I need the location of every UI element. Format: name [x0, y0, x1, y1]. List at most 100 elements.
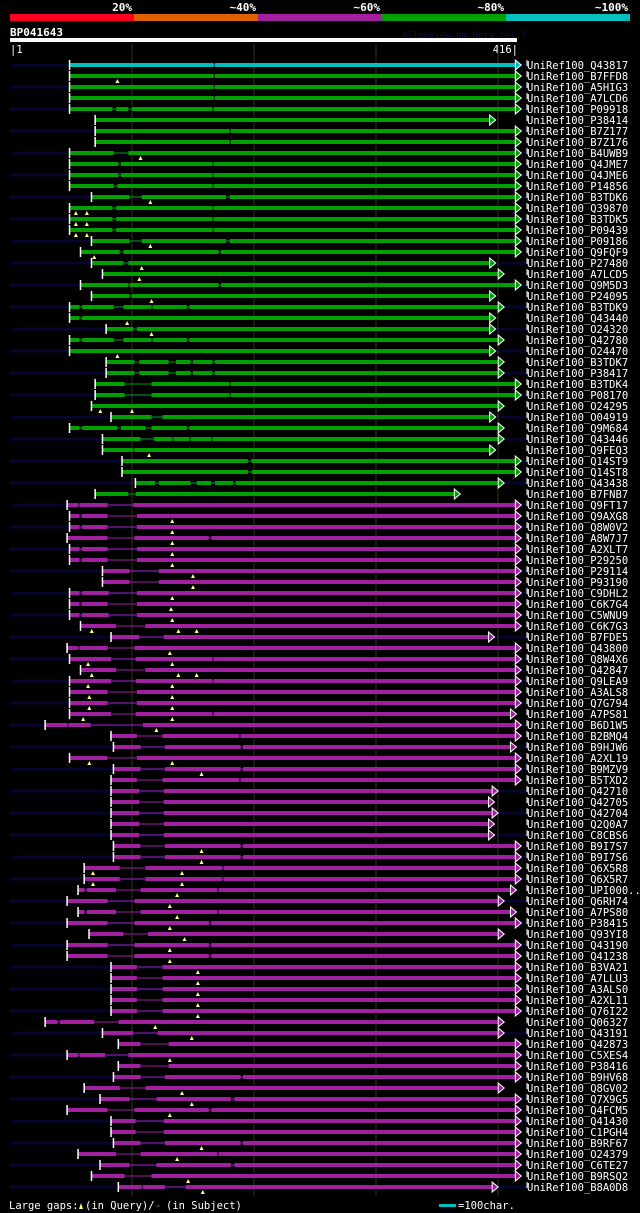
subject-label[interactable]: UniRef100_Q9FT17: [527, 500, 628, 512]
alignment-row[interactable]: UniRef100_A2XL19: [68, 751, 628, 765]
subject-label[interactable]: UniRef100_Q8W0V2: [527, 522, 628, 534]
subject-label[interactable]: UniRef100_B3TDK7: [527, 357, 628, 369]
subject-label[interactable]: UniRef100_Q43440: [527, 313, 628, 325]
alignment-row[interactable]: UniRef100_Q43191: [101, 1026, 628, 1040]
alignment-row[interactable]: UniRef100_B9RSQ2: [90, 1169, 628, 1183]
alignment-row[interactable]: UniRef100_P38415: [66, 916, 628, 930]
alignment-row[interactable]: UniRef100_Q4JME6: [68, 168, 628, 182]
subject-label[interactable]: UniRef100_B3VA21: [527, 962, 628, 974]
subject-label[interactable]: UniRef100_Q41238: [527, 951, 628, 963]
subject-label[interactable]: UniRef100_Q9FQF9: [527, 247, 628, 259]
subject-label[interactable]: UniRef100_O04919: [527, 412, 628, 424]
subject-label[interactable]: UniRef100_A7PS81: [527, 709, 628, 721]
subject-label[interactable]: UniRef100_P09186: [527, 236, 628, 248]
alignment-row[interactable]: UniRef100_B3VA21: [110, 960, 628, 974]
subject-label[interactable]: UniRef100_Q2Q0A7: [527, 819, 628, 831]
alignment-row[interactable]: UniRef100_P93190: [101, 575, 628, 589]
subject-label[interactable]: UniRef100_A2XL11: [527, 995, 628, 1007]
subject-label[interactable]: UniRef100_Q9FEQ3: [527, 445, 628, 457]
alignment-row[interactable]: UniRef100_C1PGH4: [110, 1125, 628, 1139]
subject-label[interactable]: UniRef100_Q43446: [527, 434, 628, 446]
subject-label[interactable]: UniRef100_Q6RH74: [527, 896, 628, 908]
alignment-row[interactable]: UniRef100_A2XLT7: [68, 542, 628, 556]
subject-label[interactable]: UniRef100_Q39870: [527, 203, 628, 215]
subject-label[interactable]: UniRef100_Q76I22: [527, 1006, 628, 1018]
subject-label[interactable]: UniRef100_B7FFD8: [527, 71, 628, 83]
subject-label[interactable]: UniRef100_B5TXD2: [527, 775, 628, 787]
alignment-row[interactable]: UniRef100_Q4FCM5: [66, 1103, 628, 1117]
alignment-row[interactable]: UniRef100_C9DHL2: [68, 586, 628, 600]
alignment-row[interactable]: UniRef100_C5WNU9: [68, 608, 628, 622]
alignment-row[interactable]: UniRef100_C6TE27: [99, 1158, 628, 1172]
alignment-row[interactable]: UniRef100_Q2Q0A7: [110, 817, 628, 831]
subject-label[interactable]: UniRef100_Q43800: [527, 643, 628, 655]
subject-label[interactable]: UniRef100_B9HV68: [527, 1072, 628, 1084]
alignment-row[interactable]: UniRef100_P27480: [90, 256, 628, 270]
alignment-row[interactable]: UniRef100_Q6X5R7: [83, 872, 628, 886]
subject-label[interactable]: UniRef100_A5HIG3: [527, 82, 628, 94]
subject-label[interactable]: UniRef100_Q42780: [527, 335, 628, 347]
subject-label[interactable]: UniRef100_Q42705: [527, 797, 628, 809]
subject-label[interactable]: UniRef100_Q6X5R7: [527, 874, 628, 886]
subject-label[interactable]: UniRef100_B3TDK5: [527, 214, 628, 226]
subject-label[interactable]: UniRef100_Q9M684: [527, 423, 628, 435]
alignment-row[interactable]: UniRef100_P14856: [68, 179, 628, 193]
alignment-row[interactable]: UniRef100_O04919: [110, 410, 628, 424]
alignment-row[interactable]: UniRef100_A7LCD6: [68, 91, 628, 105]
alignment-row[interactable]: UniRef100_B5TXD2: [110, 773, 628, 787]
subject-label[interactable]: UniRef100_A7PS80: [527, 907, 628, 919]
alignment-row[interactable]: UniRef100_C6K7G3: [79, 619, 628, 633]
subject-label[interactable]: UniRef100_Q42847: [527, 665, 628, 677]
alignment-row[interactable]: UniRef100_A8W7J7: [66, 531, 628, 545]
alignment-row[interactable]: UniRef100_Q41430: [110, 1114, 628, 1128]
alignment-row[interactable]: UniRef100_Q41238: [66, 949, 628, 963]
subject-label[interactable]: UniRef100_P29114: [527, 566, 628, 578]
alignment-row[interactable]: UniRef100_O24320: [105, 322, 628, 336]
alignment-row[interactable]: UniRef100_A7LLU3: [110, 971, 628, 985]
subject-label[interactable]: UniRef100_UPI000..: [527, 885, 640, 897]
alignment-row[interactable]: UniRef100_Q6X5R8: [83, 861, 628, 875]
alignment-row[interactable]: UniRef100_A7LCD5: [101, 267, 628, 281]
alignment-row[interactable]: UniRef100_Q14ST9: [121, 454, 628, 468]
alignment-row[interactable]: UniRef100_P09918: [68, 102, 628, 116]
alignment-row[interactable]: UniRef100_Q76I22: [110, 1004, 628, 1018]
alignment-row[interactable]: UniRef100_B3TDK6: [90, 190, 628, 204]
subject-label[interactable]: UniRef100_B9RSQ2: [527, 1171, 628, 1183]
subject-label[interactable]: UniRef100_B9MZV9: [527, 764, 628, 776]
alignment-row[interactable]: UniRef100_Q14ST8: [121, 465, 628, 479]
alignment-row[interactable]: UniRef100_Q9LEA9: [68, 674, 628, 688]
subject-label[interactable]: UniRef100_B2BMQ4: [527, 731, 628, 743]
alignment-row[interactable]: UniRef100_Q42873: [117, 1037, 629, 1051]
alignment-row[interactable]: UniRef100_B3TDK5: [68, 212, 628, 226]
subject-label[interactable]: UniRef100_Q8GV02: [527, 1083, 628, 1095]
alignment-row[interactable]: UniRef100_P29250: [68, 553, 628, 567]
alignment-row[interactable]: UniRef100_Q9FEQ3: [101, 443, 628, 457]
alignment-row[interactable]: UniRef100_B7FDE5: [110, 630, 628, 644]
alignment-row[interactable]: UniRef100_B9RF67: [112, 1136, 628, 1150]
alignment-row[interactable]: UniRef100_Q9M684: [68, 421, 628, 435]
subject-label[interactable]: UniRef100_B8A0D8: [527, 1182, 628, 1194]
subject-label[interactable]: UniRef100_Q9LEA9: [527, 676, 628, 688]
alignment-row[interactable]: UniRef100_P38417: [105, 366, 628, 380]
alignment-row[interactable]: UniRef100_Q42705: [110, 795, 628, 809]
alignment-row[interactable]: UniRef100_Q7X9G5: [99, 1092, 628, 1106]
alignment-row[interactable]: UniRef100_A3ALS0: [110, 982, 628, 996]
subject-label[interactable]: UniRef100_Q6X5R8: [527, 863, 628, 875]
alignment-row[interactable]: UniRef100_Q43817: [68, 58, 628, 72]
alignment-row[interactable]: UniRef100_P09186: [90, 234, 628, 248]
subject-label[interactable]: UniRef100_Q43438: [527, 478, 628, 490]
alignment-row[interactable]: UniRef100_Q43190: [66, 938, 628, 952]
alignment-row[interactable]: UniRef100_B4UWB9: [68, 146, 628, 160]
subject-label[interactable]: UniRef100_Q43190: [527, 940, 628, 952]
subject-label[interactable]: UniRef100_P24095: [527, 291, 628, 303]
subject-label[interactable]: UniRef100_Q8W4X6: [527, 654, 628, 666]
subject-label[interactable]: UniRef100_B9I7S6: [527, 852, 628, 864]
subject-label[interactable]: UniRef100_A7LLU3: [527, 973, 628, 985]
subject-label[interactable]: UniRef100_Q7G794: [527, 698, 628, 710]
alignment-row[interactable]: UniRef100_Q8GV02: [83, 1081, 628, 1095]
subject-label[interactable]: UniRef100_Q9AXG8: [527, 511, 628, 523]
subject-label[interactable]: UniRef100_P08170: [527, 390, 628, 402]
subject-label[interactable]: UniRef100_C9DHL2: [527, 588, 628, 600]
alignment-row[interactable]: UniRef100_Q6RH74: [66, 894, 628, 908]
subject-label[interactable]: UniRef100_A3ALS0: [527, 984, 628, 996]
